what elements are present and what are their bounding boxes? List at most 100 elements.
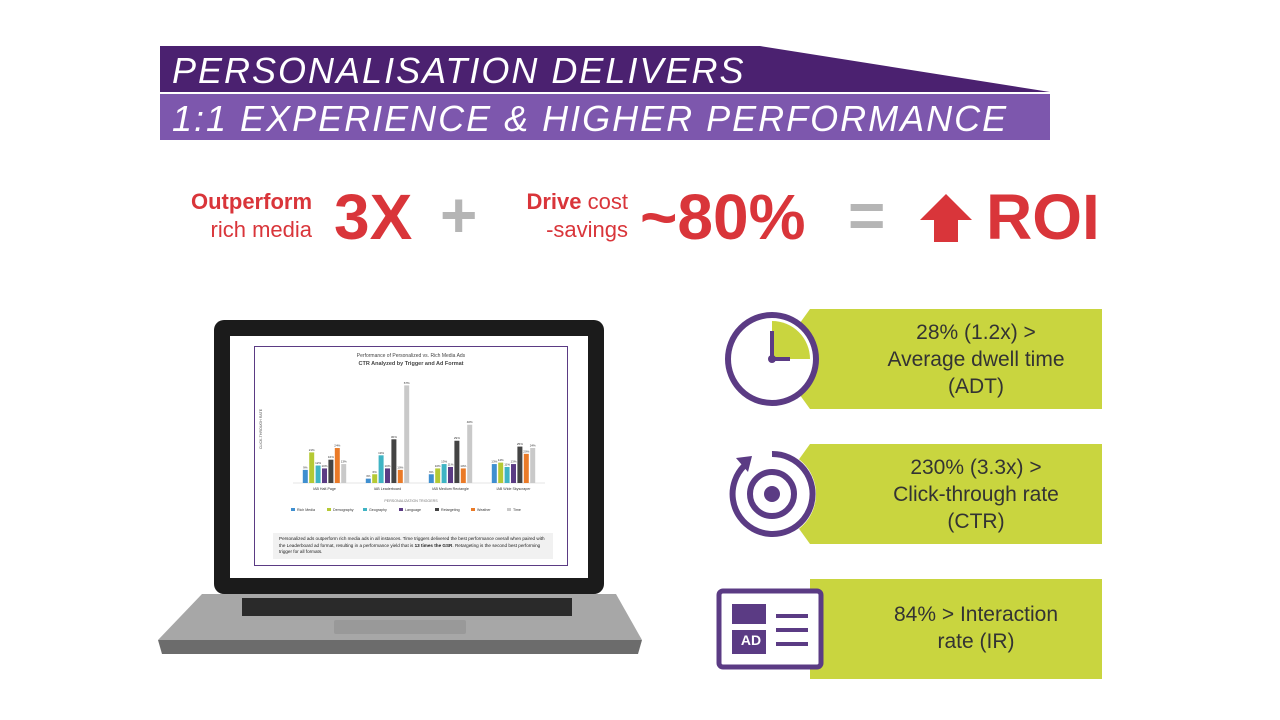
- stat-ctr-text: 230% (3.3x) > Click-through rate (CTR): [850, 454, 1102, 535]
- ad-label: AD: [740, 632, 762, 648]
- stat-adt-line3: (ADT): [948, 375, 1004, 398]
- bar: [404, 385, 410, 483]
- legend-swatch: [399, 508, 403, 511]
- legend-swatch: [363, 508, 367, 511]
- stat-adt-line2: Average dwell time: [887, 348, 1065, 371]
- legend-label: Retargeting: [441, 508, 460, 512]
- data-label: 13%: [510, 460, 516, 464]
- bar: [467, 424, 473, 483]
- bar-chart: 9%21%12%10%16%24%13%IAB Half-Page3%6%19%…: [291, 381, 545, 512]
- bar: [322, 468, 327, 483]
- data-label: 10%: [435, 464, 441, 468]
- category-label: IAB Medium Rectangle: [432, 487, 469, 491]
- data-label: 40%: [467, 420, 473, 424]
- legend-label: Time: [513, 508, 521, 512]
- clock-icon: [725, 309, 822, 409]
- stat-adt-line1: 28% (1.2x) >: [916, 321, 1036, 344]
- header-line-2: 1:1 EXPERIENCE & HIGHER PERFORMANCE: [172, 98, 1009, 139]
- bar: [530, 448, 536, 483]
- outperform-bold: Outperform: [191, 189, 312, 214]
- bar: [309, 452, 315, 483]
- equals-sign: =: [848, 179, 886, 251]
- drive-label: Drive cost -savings: [490, 188, 628, 244]
- data-label: 10%: [397, 465, 403, 469]
- plus-sign: +: [440, 179, 478, 251]
- stat-ir-line2: rate (IR): [937, 630, 1015, 653]
- chart-subtitle: CTR Analyzed by Trigger and Ad Format: [358, 361, 464, 367]
- bar: [441, 464, 447, 483]
- data-label: 21%: [309, 448, 315, 452]
- chart-report: Performance of Personalized vs. Rich Med…: [254, 346, 568, 566]
- stat-card-ir: [810, 579, 1102, 679]
- bar: [511, 464, 516, 483]
- data-label: 11%: [448, 462, 454, 466]
- data-label: 13%: [441, 460, 447, 464]
- chart-caption-before: Personalized ads outperform rich media a…: [279, 536, 545, 548]
- header-banner-bottom: [160, 94, 1050, 140]
- bar: [341, 464, 347, 483]
- bar: [435, 468, 441, 483]
- category-label: IAB Leaderboard: [374, 487, 401, 491]
- data-label: 10%: [321, 464, 327, 468]
- data-label: 10%: [460, 464, 466, 468]
- stat-card-adt: [810, 309, 1102, 409]
- bar: [498, 462, 504, 483]
- chart-caption: Personalized ads outperform rich media a…: [273, 533, 553, 559]
- drive-line-2: -savings: [546, 217, 628, 242]
- stat-ctr-line3: (CTR): [947, 510, 1005, 533]
- bar: [517, 446, 523, 483]
- bar: [328, 459, 334, 483]
- data-label: 6%: [373, 470, 378, 474]
- bar: [334, 448, 340, 483]
- header-line-1: PERSONALISATION DELIVERS: [172, 50, 746, 91]
- legend-label: Rich Media: [297, 508, 315, 512]
- bar: [378, 455, 384, 483]
- stat-ctr-line2: Click-through rate: [893, 483, 1059, 506]
- chart-caption-bold: 13 times the GSR: [414, 542, 453, 548]
- legend-label: Weather: [477, 508, 491, 512]
- legend-label: Language: [405, 508, 421, 512]
- data-label: 13%: [341, 460, 347, 464]
- data-label: 14%: [498, 458, 504, 462]
- data-label: 12%: [315, 461, 321, 465]
- data-label: 11%: [504, 462, 510, 466]
- data-label: 29%: [454, 436, 460, 440]
- target-refresh-icon: [728, 444, 822, 544]
- data-label: 20%: [523, 449, 529, 453]
- data-label: 24%: [530, 444, 536, 448]
- data-label: 30%: [391, 435, 397, 439]
- data-label: 19%: [378, 451, 384, 455]
- data-label: 24%: [334, 444, 340, 448]
- data-label: 3%: [366, 474, 371, 478]
- data-label: 67%: [404, 381, 410, 385]
- ad-icon: [716, 588, 824, 670]
- legend-label: Demography: [333, 508, 354, 512]
- legend-label: Geography: [369, 508, 387, 512]
- header-banner-top: [160, 46, 1050, 92]
- data-label: 16%: [328, 455, 334, 459]
- bar: [315, 465, 321, 483]
- stat-ir-text: 84% > Interaction rate (IR): [850, 601, 1102, 655]
- data-label: 25%: [517, 442, 523, 446]
- data-label: 9%: [303, 465, 308, 469]
- stat-card-ctr: [810, 444, 1102, 544]
- chart-caption-after: . Retargeting is the second best perform…: [279, 542, 541, 555]
- bar: [397, 469, 403, 483]
- bar: [523, 453, 529, 483]
- bar: [391, 439, 397, 483]
- legend-swatch: [291, 508, 295, 511]
- category-label: IAB Wide Skyscraper: [497, 487, 532, 491]
- up-arrow-icon: [920, 194, 972, 242]
- stat-adt-text: 28% (1.2x) > Average dwell time (ADT): [850, 319, 1102, 400]
- data-label: 6%: [429, 470, 434, 474]
- multiplier-value: 3X: [334, 181, 413, 253]
- savings-value: ~80%: [640, 181, 806, 253]
- bar: [448, 466, 453, 483]
- data-label: 13%: [491, 460, 497, 464]
- stat-ctr-line1: 230% (3.3x) >: [910, 456, 1042, 479]
- bar: [491, 464, 497, 483]
- bar: [372, 474, 378, 483]
- legend-swatch: [327, 508, 331, 511]
- legend-swatch: [435, 508, 439, 511]
- bar: [454, 440, 460, 483]
